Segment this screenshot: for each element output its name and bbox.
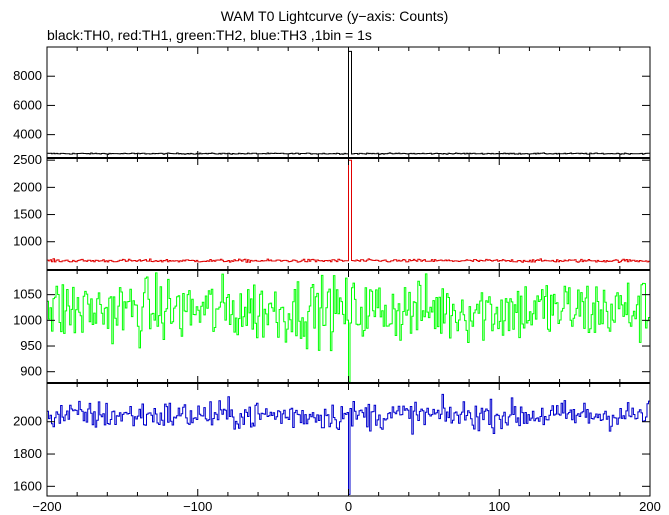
y-tick-label-th2: 950 (20, 338, 42, 353)
x-tick-label: −200 (32, 499, 61, 514)
chart-subtitle: black:TH0, red:TH1, green:TH2, blue:TH3 … (47, 27, 372, 43)
y-tick-label-th3: 1600 (13, 478, 42, 493)
x-tick-label: 100 (488, 499, 510, 514)
y-tick-label-th0: 8000 (13, 68, 42, 83)
y-tick-label-th2: 1050 (13, 287, 42, 302)
y-tick-label-th2: 900 (20, 364, 42, 379)
series-line-th1 (47, 159, 651, 263)
series-line-th0 (47, 50, 651, 155)
x-tick-label: 0 (345, 499, 352, 514)
y-tick-label-th0: 6000 (13, 97, 42, 112)
chart-title: WAM T0 Lightcurve (y−axis: Counts) (220, 8, 449, 24)
y-tick-label-th3: 2000 (13, 414, 42, 429)
series-line-th2 (47, 272, 651, 383)
y-tick-label-th1: 2000 (13, 179, 42, 194)
x-tick-label: 200 (639, 499, 661, 514)
y-tick-label-th1: 1000 (13, 234, 42, 249)
series-line-th3 (47, 393, 651, 495)
y-tick-label-th0: 4000 (13, 127, 42, 142)
y-tick-label-th3: 1800 (13, 446, 42, 461)
y-tick-label-th1: 1500 (13, 207, 42, 222)
y-tick-label-th1: 2500 (13, 152, 42, 167)
x-tick-label: −100 (183, 499, 212, 514)
y-tick-label-th2: 1000 (13, 312, 42, 327)
